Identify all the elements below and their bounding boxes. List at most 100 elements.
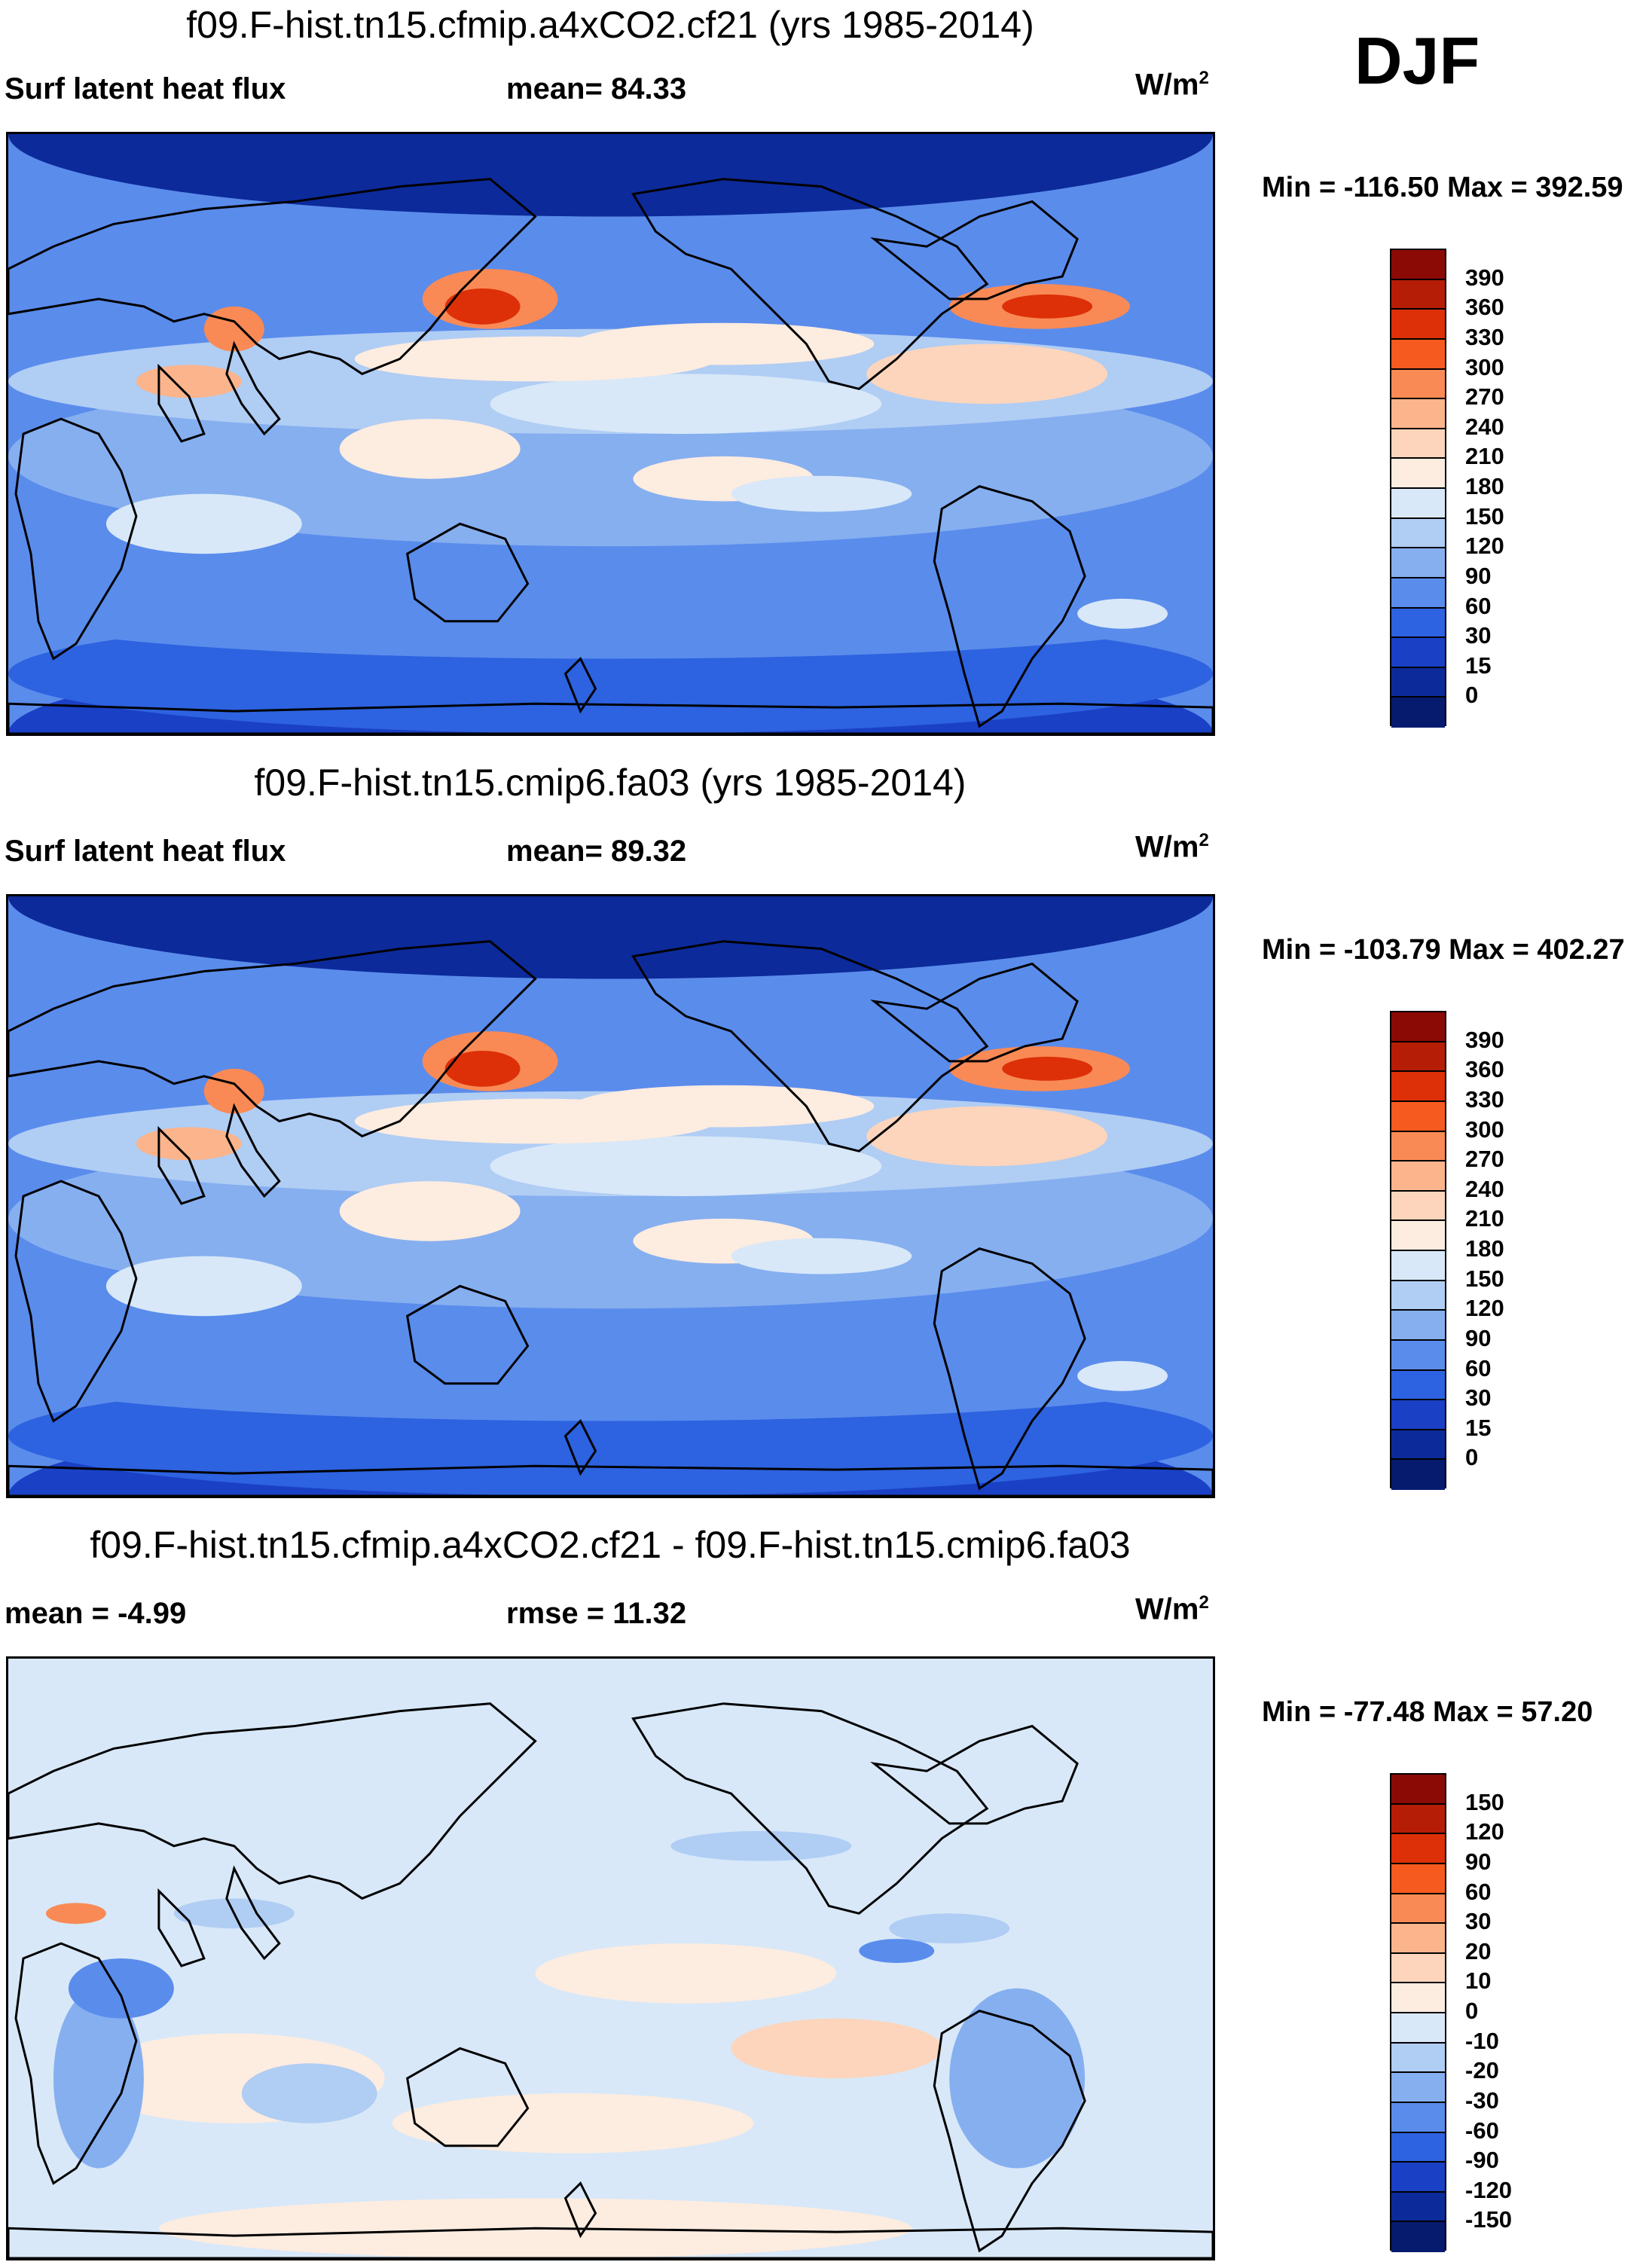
contour-region	[105, 1256, 302, 1317]
coastline	[8, 2227, 1213, 2258]
colorbar-tick-label: 180	[1465, 1235, 1504, 1262]
coastline	[157, 363, 206, 443]
map-canvas	[8, 896, 1213, 1496]
contour-region	[1002, 1056, 1093, 1081]
colorbar-swatch	[1391, 369, 1445, 400]
panel-2-variable-label: Surf latent heat flux	[5, 835, 286, 868]
colorbar-swatch	[1391, 1370, 1445, 1401]
panel-2-units-label: W/m2	[1135, 830, 1209, 864]
contour-region	[8, 896, 1213, 979]
coastline	[870, 962, 1079, 1063]
colorbar-swatch	[1391, 459, 1445, 489]
coastline	[631, 940, 989, 1152]
contour-region	[1077, 598, 1168, 629]
colorbar-tick-label: 300	[1465, 353, 1504, 380]
colorbar-tick-label: 270	[1465, 383, 1504, 411]
colorbar-swatch	[1391, 1340, 1445, 1371]
contour-region	[949, 1988, 1086, 2169]
colorbar-swatch	[1391, 1894, 1445, 1925]
colorbar-swatch	[1391, 2013, 1445, 2044]
map-canvas	[8, 1659, 1213, 2258]
colorbar-swatch	[1391, 1042, 1445, 1073]
coastline	[933, 1247, 1086, 1491]
contour-region	[1002, 294, 1093, 319]
contour-region	[68, 1958, 174, 2019]
colorbar-swatch	[1391, 608, 1445, 639]
coastline	[406, 522, 530, 623]
colorbar-tick-label: -90	[1465, 2147, 1499, 2174]
colorbar-swatch	[1391, 2102, 1445, 2133]
contour-region	[866, 343, 1108, 404]
colorbar-swatch	[1391, 1400, 1445, 1430]
colorbar-tick-label: -30	[1465, 2086, 1499, 2114]
colorbar-tick-label: 0	[1465, 682, 1479, 709]
contour-region	[1077, 1360, 1168, 1391]
colorbar-swatch	[1391, 578, 1445, 609]
colorbar-tick-label: 270	[1465, 1146, 1504, 1173]
colorbar-swatch	[1391, 399, 1445, 429]
colorbar-swatch	[1391, 339, 1445, 370]
coastline	[631, 178, 989, 390]
coastline	[8, 1702, 537, 1900]
contour-region	[53, 1988, 144, 2169]
colorbar-swatch	[1391, 489, 1445, 519]
colorbar-tick-label: -10	[1465, 2027, 1499, 2054]
contour-region	[889, 1913, 1010, 1944]
panel-2-map	[6, 894, 1215, 1498]
panel-3-mean-label: mean = -4.99	[5, 1597, 187, 1630]
contour-region	[8, 134, 1213, 217]
contour-region	[731, 1238, 912, 1274]
panel-3-rmse-label: rmse = 11.32	[506, 1597, 687, 1630]
colorbar-swatch	[1391, 1131, 1445, 1162]
panel-2-colorbar	[1390, 1011, 1446, 1490]
colorbar-tick-label: 180	[1465, 473, 1504, 499]
contour-region	[859, 1939, 935, 1963]
contour-region	[670, 1830, 852, 1861]
contour-region	[731, 2018, 942, 2079]
season-label: DJF	[1354, 23, 1480, 98]
contour-region	[866, 1106, 1108, 1167]
colorbar-tick-label: 150	[1465, 1788, 1504, 1815]
colorbar-swatch	[1391, 279, 1445, 310]
colorbar-swatch	[1391, 1072, 1445, 1102]
colorbar-tick-label: 240	[1465, 413, 1504, 440]
contour-region	[241, 2063, 377, 2123]
coastline-layer	[8, 178, 1213, 734]
coastline	[933, 2010, 1086, 2253]
colorbar-swatch	[1391, 1430, 1445, 1461]
colorbar-swatch	[1391, 2043, 1445, 2074]
colorbar-swatch	[1391, 1191, 1445, 1222]
colorbar-swatch	[1391, 1804, 1445, 1835]
coastline	[563, 1418, 597, 1476]
colorbar-tick-label: 120	[1465, 1818, 1504, 1845]
contour-region	[573, 322, 875, 365]
colorbar-tick-label: 90	[1465, 562, 1492, 589]
colorbar-swatch	[1391, 2163, 1445, 2193]
colorbar-tick-label: 240	[1465, 1175, 1504, 1202]
colorbar-swatch	[1391, 1460, 1445, 1490]
panel-3-title: f09.F-hist.tn15.cfmip.a4xCO2.cf21 - f09.…	[90, 1524, 1131, 1566]
map-canvas	[8, 134, 1213, 734]
colorbar-tick-label: 60	[1465, 1354, 1492, 1381]
panel-1-units-label: W/m2	[1135, 68, 1209, 102]
contour-region	[45, 1903, 106, 1925]
coastline-layer	[8, 940, 1213, 1496]
colorbar-tick-label: 300	[1465, 1116, 1504, 1143]
contour-region	[136, 365, 242, 398]
contour-region	[490, 374, 882, 434]
contour-region	[573, 1085, 875, 1128]
panel-2-mean-label: mean= 89.32	[506, 835, 687, 868]
colorbar-swatch	[1391, 667, 1445, 698]
colorbar-tick-label: -20	[1465, 2057, 1499, 2084]
colorbar-tick-label: 150	[1465, 502, 1504, 530]
colorbar-tick-label: 30	[1465, 1384, 1492, 1412]
coastline	[14, 1180, 138, 1423]
panel-1-mean-label: mean= 84.33	[506, 72, 687, 105]
contour-region	[444, 1050, 521, 1087]
colorbar-tick-label: 90	[1465, 1848, 1492, 1875]
colorbar-tick-label: 120	[1465, 533, 1504, 560]
colorbar-swatch	[1391, 2073, 1445, 2103]
contour-region	[535, 1943, 837, 2004]
colorbar-tick-label: 360	[1465, 294, 1504, 321]
colorbar-swatch	[1391, 1775, 1445, 1805]
